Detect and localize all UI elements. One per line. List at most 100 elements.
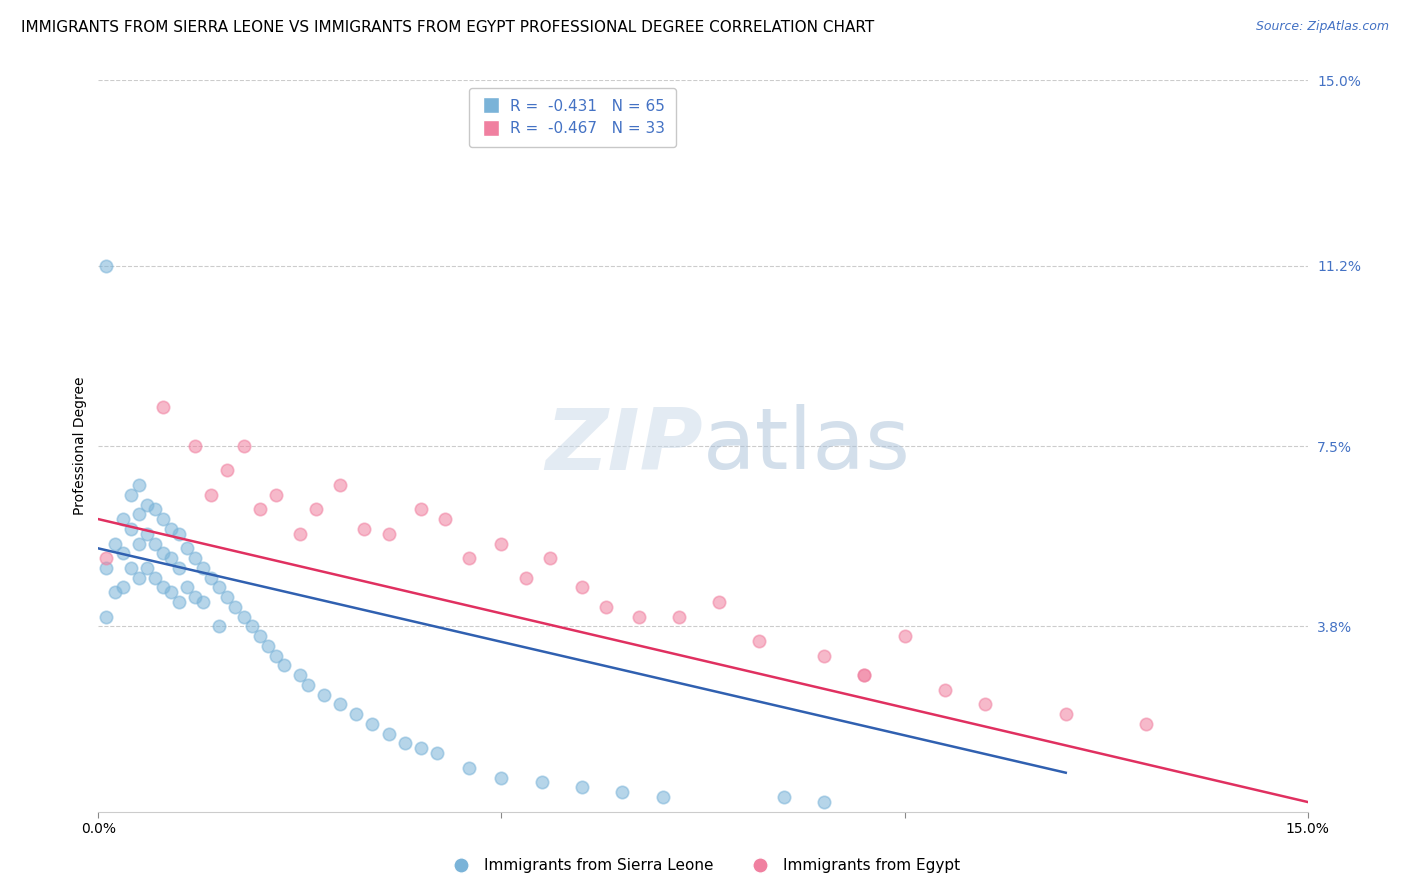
Point (200, 488, 222, 502)
Point (651, 790, 673, 805)
Point (152, 546, 174, 560)
Point (193, 561, 215, 575)
Point (167, 561, 190, 575)
Point (128, 508, 150, 522)
Point (409, 502, 432, 516)
Point (143, 502, 166, 516)
Point (538, 551, 561, 566)
Point (240, 619, 263, 633)
Point (176, 541, 198, 556)
Text: IMMIGRANTS FROM SIERRA LEONE VS IMMIGRANTS FROM EGYPT PROFESSIONAL DEGREE CORREL: IMMIGRANTS FROM SIERRA LEONE VS IMMIGRAN… (21, 20, 875, 35)
Point (595, 599, 617, 614)
Point (193, 595, 215, 609)
Point (249, 629, 271, 643)
Point (103, 536, 125, 550)
Point (353, 522, 375, 536)
Point (224, 599, 246, 614)
Point (297, 678, 319, 692)
Point (200, 571, 222, 585)
Point (571, 780, 593, 795)
Point (111, 512, 134, 526)
Point (409, 741, 432, 756)
Point (208, 581, 231, 595)
Point (707, 595, 730, 609)
Point (772, 790, 794, 805)
Point (96, 551, 118, 566)
Point (135, 561, 157, 575)
Point (305, 502, 328, 516)
Point (813, 795, 835, 809)
Point (571, 581, 593, 595)
Point (530, 775, 553, 789)
Point (160, 551, 183, 566)
Point (434, 512, 457, 526)
Point (893, 629, 915, 643)
Point (329, 478, 352, 492)
Point (426, 746, 449, 760)
Text: Source: ZipAtlas.com: Source: ZipAtlas.com (1256, 20, 1389, 33)
Point (152, 400, 174, 414)
Point (176, 581, 198, 595)
Point (491, 536, 513, 550)
Point (167, 526, 190, 541)
Point (232, 609, 254, 624)
Point (627, 609, 650, 624)
Point (135, 498, 157, 512)
Point (103, 585, 125, 599)
Point (458, 551, 481, 566)
Point (143, 536, 166, 550)
Point (120, 561, 142, 575)
Point (1135, 717, 1157, 731)
Point (184, 551, 207, 566)
Point (1054, 707, 1077, 722)
Point (934, 682, 956, 697)
Point (96, 259, 118, 273)
Point (152, 512, 174, 526)
Point (120, 522, 142, 536)
Point (249, 502, 271, 516)
Point (748, 634, 770, 648)
Point (344, 707, 367, 722)
Point (273, 658, 295, 673)
Point (160, 522, 183, 536)
Legend: Immigrants from Sierra Leone, Immigrants from Egypt: Immigrants from Sierra Leone, Immigrants… (440, 852, 966, 880)
Y-axis label: Professional Degree: Professional Degree (73, 376, 87, 516)
Point (167, 595, 190, 609)
Point (152, 581, 174, 595)
Point (128, 478, 150, 492)
Point (256, 639, 278, 653)
Point (515, 571, 537, 585)
Point (120, 488, 142, 502)
Point (135, 526, 157, 541)
Point (111, 581, 134, 595)
Point (853, 668, 876, 682)
Point (217, 463, 239, 477)
Point (377, 526, 399, 541)
Point (264, 488, 287, 502)
Point (458, 761, 481, 775)
Point (853, 668, 876, 682)
Point (668, 609, 690, 624)
Text: ZIP: ZIP (546, 404, 703, 488)
Point (184, 590, 207, 604)
Point (128, 571, 150, 585)
Point (361, 717, 384, 731)
Point (160, 585, 183, 599)
Point (217, 590, 239, 604)
Point (232, 439, 254, 453)
Point (314, 688, 336, 702)
Point (813, 648, 835, 663)
Point (96, 609, 118, 624)
Point (128, 536, 150, 550)
Point (377, 727, 399, 741)
Point (974, 698, 997, 712)
Point (612, 785, 634, 799)
Point (264, 648, 287, 663)
Point (143, 571, 166, 585)
Point (394, 736, 416, 750)
Point (96, 561, 118, 575)
Point (329, 698, 352, 712)
Point (208, 619, 231, 633)
Point (288, 526, 311, 541)
Point (184, 439, 207, 453)
